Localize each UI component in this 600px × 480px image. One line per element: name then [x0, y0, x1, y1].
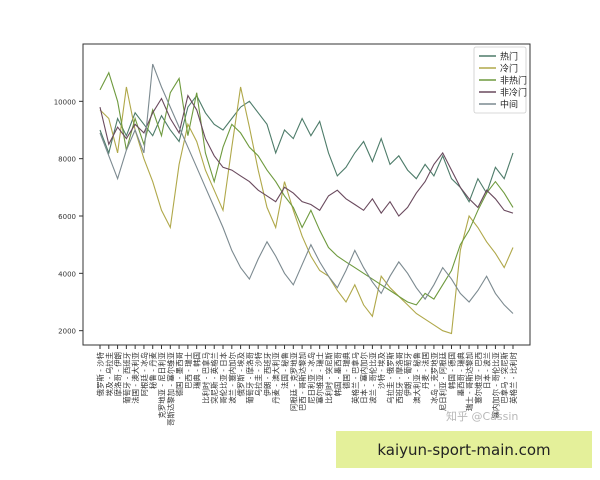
x-tick-label: 埃及 - 乌拉圭	[105, 352, 114, 396]
x-tick-label: 丹麦 - 澳大利亚	[272, 351, 281, 403]
x-tick-label: 伊朗 - 西班牙	[263, 352, 272, 396]
legend-label: 热门	[500, 51, 518, 63]
x-tick-label: 秘鲁 - 丹麦	[149, 351, 158, 389]
x-tick-label: 俄罗斯 - 沙特	[96, 351, 105, 396]
x-tick-label: 阿根廷 - 冰岛	[140, 352, 149, 396]
site-banner[interactable]: kaiyun-sport-main.com	[336, 431, 592, 468]
x-tick-label: 瑞士 - 哥斯达黎加	[465, 352, 474, 411]
legend-label: 中间	[500, 99, 518, 111]
x-tick-label: 克罗地亚 - 尼日利亚	[158, 351, 167, 418]
series-line-3	[99, 71, 514, 306]
x-tick-label: 韩国 - 墨西哥	[333, 352, 342, 396]
x-tick-label: 沙特 - 埃及	[377, 351, 386, 389]
y-tick-label: 6000	[58, 213, 76, 221]
x-tick-label: 比利时 - 巴拿马	[201, 352, 210, 404]
legend-box	[473, 46, 527, 114]
x-tick-label: 墨西哥 - 瑞典	[456, 351, 465, 396]
legend-label: 非冷门	[500, 87, 527, 99]
x-tick-label: 阿根廷 - 克罗地亚	[289, 351, 298, 411]
plot-frame	[82, 43, 531, 346]
x-tick-label: 丹麦 - 法国	[421, 352, 430, 389]
x-tick-label: 伊朗 - 葡萄牙	[404, 352, 413, 396]
x-tick-label: 波兰 - 哥伦比亚	[368, 351, 377, 403]
x-tick-label: 波兰 - 塞内加尔	[228, 351, 237, 403]
x-tick-label: 塞尔维亚 - 巴西	[474, 352, 483, 404]
x-tick-label: 日本 - 塞内加尔	[360, 351, 369, 403]
series-line-2	[99, 86, 514, 335]
watermark-text: 知乎 @Cassin	[446, 410, 519, 423]
x-tick-label: 俄罗斯 - 埃及	[237, 351, 246, 396]
x-tick-label: 哥斯达黎加 - 塞尔维亚	[166, 351, 175, 425]
x-tick-label: 韩国 - 德国	[447, 352, 456, 389]
series-line-1	[99, 94, 514, 203]
x-tick-label: 比利时 - 突尼斯	[324, 351, 333, 403]
x-tick-label: 法国 - 澳大利亚	[131, 351, 140, 403]
x-tick-label: 葡萄牙 - 摩洛哥	[245, 352, 254, 404]
x-tick-label: 澳大利亚 - 秘鲁	[412, 352, 421, 404]
x-tick-label: 英格兰 - 巴拿马	[351, 352, 360, 404]
x-tick-label: 巴西 - 瑞士	[184, 351, 193, 389]
x-tick-label: 突尼斯 - 英格兰	[210, 352, 219, 404]
x-tick-label: 塞尔维亚 - 瑞士	[316, 351, 325, 403]
y-tick-label: 8000	[58, 156, 76, 164]
x-tick-label: 日本 - 波兰	[483, 352, 492, 389]
y-tick-label: 2000	[58, 328, 76, 336]
x-tick-label: 尼日利亚 - 阿根廷	[439, 351, 448, 411]
x-tick-label: 摩洛哥 - 伊朗	[114, 352, 123, 396]
x-tick-label: 英格兰 - 比利时	[509, 351, 518, 403]
series-line-5	[99, 63, 514, 314]
x-tick-label: 塞内加尔 - 哥伦比亚	[491, 351, 500, 418]
x-tick-label: 巴拿马 - 突尼斯	[500, 351, 509, 403]
x-tick-label: 葡萄牙 - 西班牙	[122, 352, 131, 404]
x-tick-label: 冰岛 - 克罗地亚	[430, 351, 439, 403]
x-tick-label: 德国 - 瑞典	[342, 351, 351, 389]
y-tick-label: 10000	[54, 98, 76, 106]
x-tick-label: 巴西 - 哥斯达黎加	[298, 352, 307, 411]
x-tick-label: 乌拉圭 - 俄罗斯	[386, 351, 395, 403]
x-tick-label: 尼日利亚 - 冰岛	[307, 352, 316, 404]
x-tick-label: 瑞典 - 韩国	[193, 352, 202, 389]
series-line-4	[99, 94, 514, 217]
banner-text[interactable]: kaiyun-sport-main.com	[377, 440, 551, 459]
x-tick-label: 法国 - 秘鲁	[281, 352, 290, 389]
legend-label: 冷门	[500, 63, 518, 75]
y-tick-label: 4000	[58, 270, 76, 278]
legend-label: 非热门	[500, 75, 527, 87]
x-tick-label: 哥伦比亚 - 日本	[219, 351, 228, 403]
x-tick-label: 乌拉圭 - 沙特	[254, 351, 263, 396]
x-tick-label: 德国 - 墨西哥	[175, 352, 184, 396]
x-tick-label: 西班牙 - 摩洛哥	[395, 352, 404, 404]
